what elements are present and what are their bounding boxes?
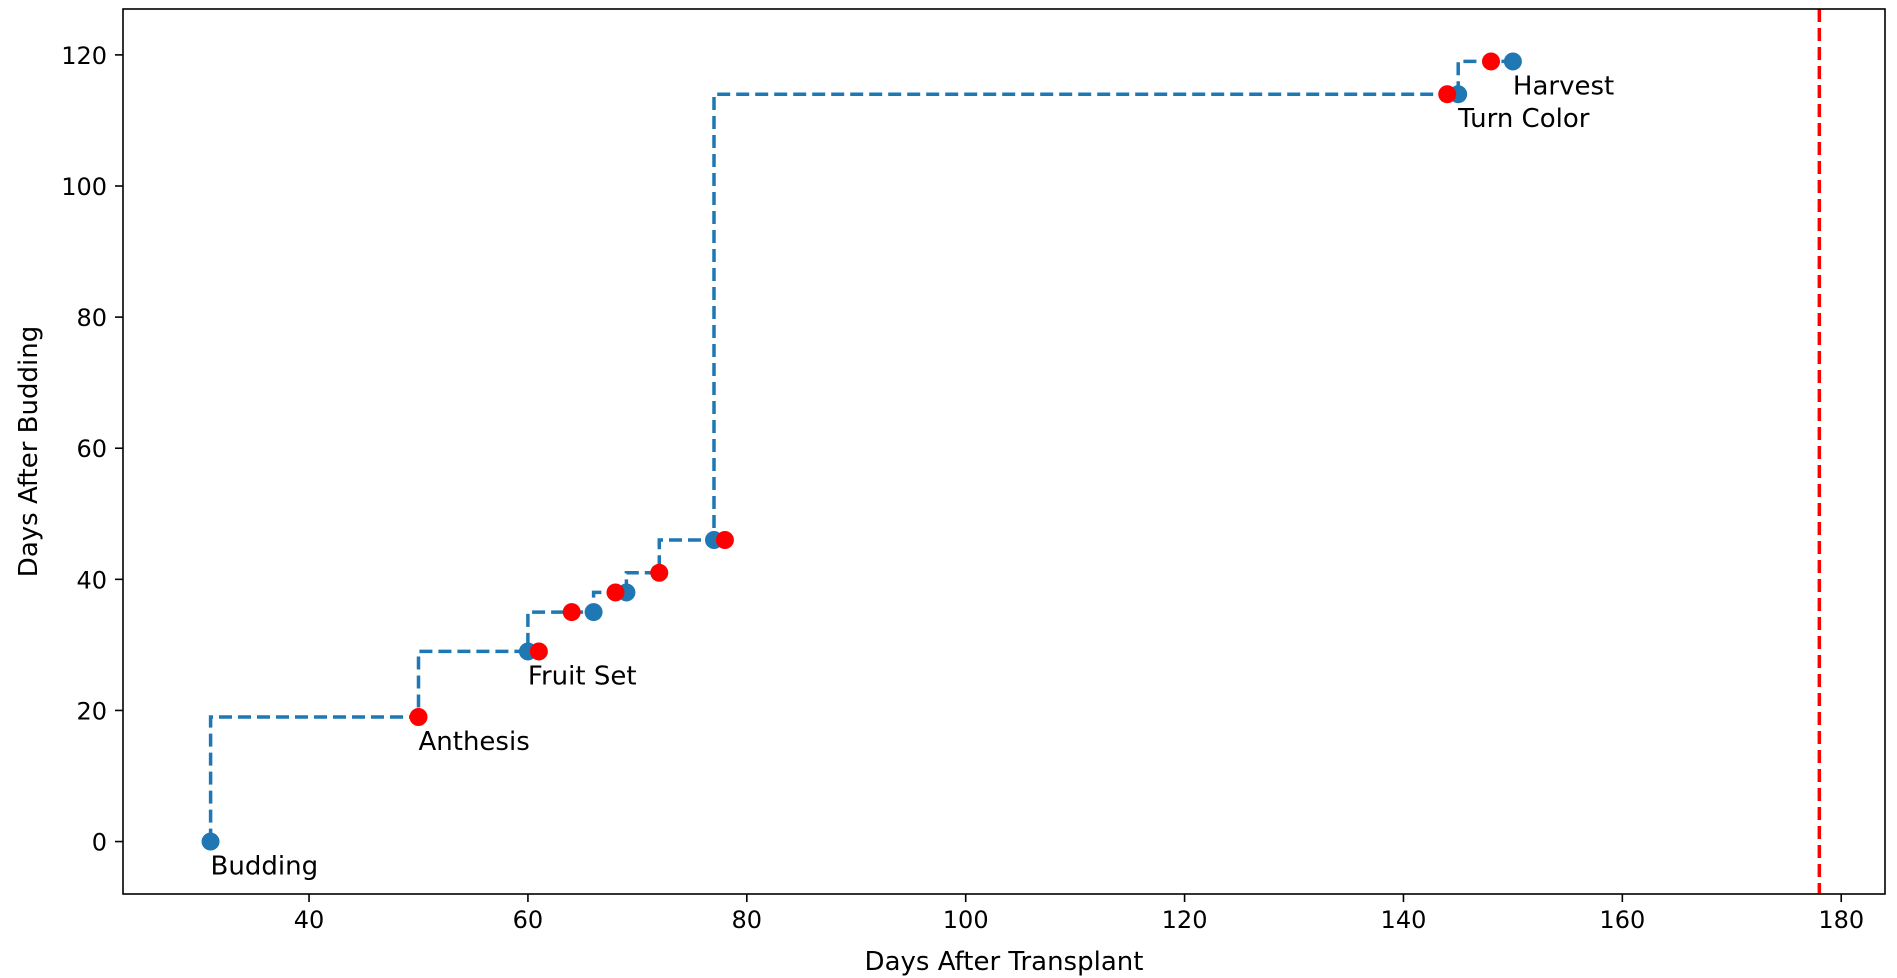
red-point: [650, 563, 669, 582]
x-tick-label: 160: [1599, 906, 1645, 934]
x-tick-label: 60: [513, 906, 544, 934]
y-tick-label: 0: [92, 829, 107, 857]
x-tick-label: 180: [1818, 906, 1864, 934]
plot-area: Budding Anthesis Fruit Set Turn ColorHarves…: [201, 9, 1822, 894]
x-tick-label: 120: [1162, 906, 1208, 934]
stage-annotation: Budding: [211, 852, 319, 882]
x-tick-label: 140: [1381, 906, 1427, 934]
x-axis-label: Days After Transplant: [865, 947, 1144, 977]
y-axis-label: Days After Budding: [14, 326, 44, 577]
red-point: [1482, 52, 1501, 71]
blue-point: [1503, 52, 1522, 71]
blue-point: [584, 603, 603, 622]
red-point: [562, 603, 581, 622]
y-tick-label: 60: [76, 435, 107, 463]
x-tick-label: 100: [943, 906, 989, 934]
y-tick-label: 80: [76, 304, 107, 332]
x-tick-label: 80: [732, 906, 763, 934]
red-point: [1438, 85, 1457, 104]
red-point: [529, 642, 548, 661]
red-point: [606, 583, 625, 602]
y-tick-label: 120: [61, 42, 107, 70]
plot-frame: [122, 8, 1886, 895]
x-tick-label: 40: [294, 906, 325, 934]
y-tick-label: 20: [76, 697, 107, 725]
stage-annotation: Anthesis: [418, 727, 529, 757]
series-step-line: [208, 59, 1513, 842]
y-axis: 0 20 40 60 80 100 120: [61, 42, 123, 857]
red-point: [715, 531, 734, 549]
stage-annotation: Harvest: [1513, 71, 1614, 101]
x-axis: 40 60 80 100 120 140 160 180: [294, 894, 1864, 934]
blue-point: [201, 832, 220, 851]
y-tick-label: 40: [76, 566, 107, 594]
red-point: [409, 708, 428, 726]
stage-annotation: Turn Color: [1457, 104, 1590, 134]
y-tick-label: 100: [61, 173, 107, 201]
stage-annotation: Fruit Set: [528, 661, 637, 691]
